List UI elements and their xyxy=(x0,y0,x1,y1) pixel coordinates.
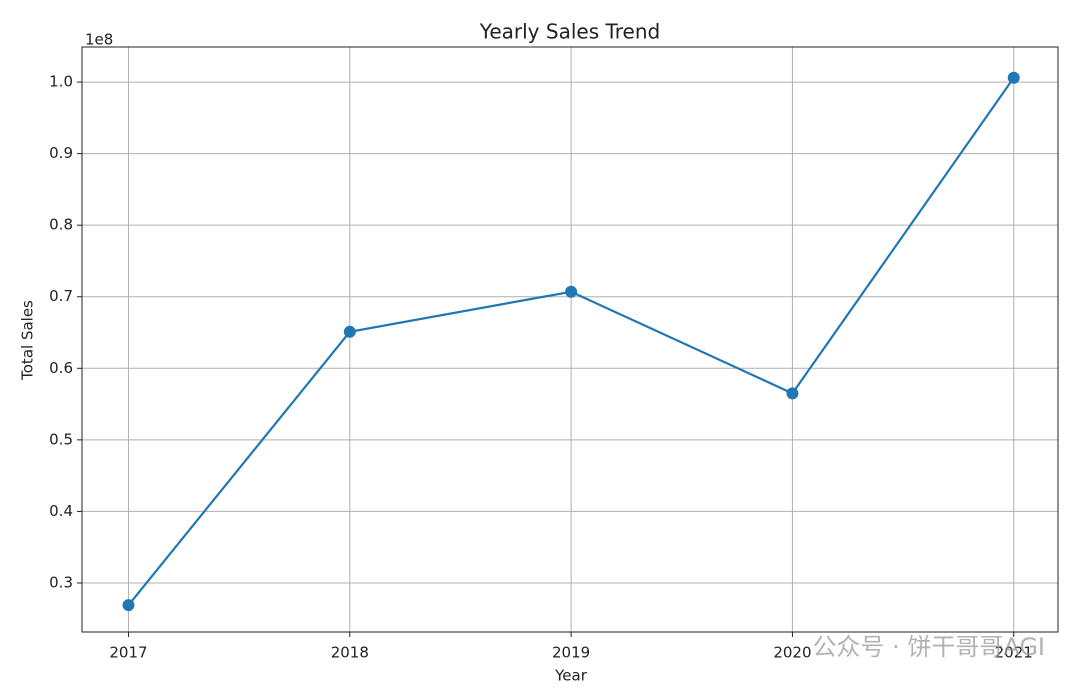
chart-title: Yearly Sales Trend xyxy=(479,20,660,44)
y-tick-label: 0.3 xyxy=(49,573,73,591)
x-axis-label: Year xyxy=(554,667,588,685)
y-tick-label: 0.8 xyxy=(49,216,73,234)
data-point xyxy=(565,285,578,298)
x-tick-label: 2021 xyxy=(995,644,1033,662)
y-tick-label: 0.7 xyxy=(49,287,73,305)
data-point xyxy=(343,325,356,338)
x-tick-label: 2020 xyxy=(773,644,811,662)
plot: 0.3 0.4 0.5 0.6 0.7 0.8 0.9 1.0 2017 2018 2019 2020… xyxy=(49,46,1059,662)
y-axis-label: Total Sales xyxy=(19,300,37,381)
data-point xyxy=(1007,71,1020,84)
y-tick-label: 0.5 xyxy=(49,430,73,448)
y-offset-label: 1e8 xyxy=(85,31,113,49)
watermark: 公众号 · 饼干哥哥AGI xyxy=(812,633,1045,661)
x-tick-label: 2019 xyxy=(552,644,590,662)
y-tick-label: 0.9 xyxy=(49,144,73,162)
data-point xyxy=(786,387,799,400)
x-tick-label: 2018 xyxy=(331,644,369,662)
y-tick-label: 1.0 xyxy=(49,73,73,91)
x-tick-label: 2017 xyxy=(109,644,147,662)
data-point xyxy=(122,599,135,612)
y-tick-label: 0.6 xyxy=(49,359,73,377)
plot-frame xyxy=(81,46,1059,633)
y-tick-label: 0.4 xyxy=(49,502,73,520)
